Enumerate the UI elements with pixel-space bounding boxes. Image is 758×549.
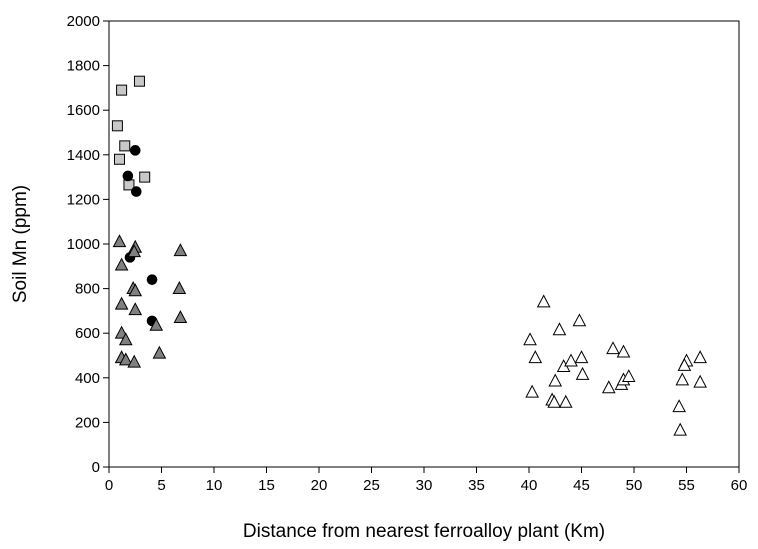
data-point-triangle <box>558 394 573 408</box>
data-point-square <box>139 171 151 183</box>
data-point-triangle <box>564 353 578 367</box>
y-tick-label: 0 <box>92 459 100 476</box>
y-tick-label: 1600 <box>67 102 100 119</box>
data-point-triangle <box>118 332 133 346</box>
x-tick-label: 30 <box>416 477 433 494</box>
data-point-square <box>116 84 128 96</box>
data-point-triangle <box>173 310 188 323</box>
data-point-circle <box>146 274 158 285</box>
x-axis-ticks: 0 5 10 15 20 25 30 35 40 45 50 55 60 <box>105 467 748 494</box>
x-tick-label: 20 <box>311 477 328 494</box>
y-axis-label: Soil Mn (ppm) <box>10 185 31 303</box>
y-tick-label: 600 <box>75 325 100 342</box>
x-tick-label: 5 <box>157 477 165 494</box>
x-tick-label: 50 <box>626 477 643 494</box>
data-point-triangle <box>525 384 539 398</box>
y-axis-ticks: 0 200 400 600 800 1000 1200 1400 1600 1800 2000 <box>67 13 109 476</box>
data-point-triangle <box>127 354 142 368</box>
x-tick-label: 55 <box>678 477 695 494</box>
data-point-triangle <box>173 243 188 257</box>
x-tick-label: 15 <box>258 477 275 494</box>
data-point-triangle <box>675 372 690 386</box>
data-point-triangle <box>575 366 590 380</box>
x-axis-label: Distance from nearest ferroalloy plant (… <box>243 521 605 542</box>
data-point-triangle <box>574 350 589 364</box>
data-point-triangle <box>149 317 164 331</box>
x-tick-label: 10 <box>206 477 223 494</box>
y-tick-label: 1000 <box>67 236 100 253</box>
x-tick-label: 0 <box>105 477 113 494</box>
data-point-triangle <box>572 313 587 327</box>
y-tick-label: 1200 <box>67 191 100 208</box>
data-point-triangle <box>606 341 620 355</box>
data-point-circle <box>122 170 134 182</box>
data-point-triangle <box>528 350 543 364</box>
y-tick-label: 2000 <box>67 13 100 30</box>
data-point-square <box>111 120 123 132</box>
y-tick-label: 1800 <box>67 58 100 75</box>
y-tick-label: 200 <box>75 414 100 431</box>
data-point-triangle <box>601 380 616 394</box>
data-point-triangle <box>118 352 133 366</box>
data-point-triangle <box>152 345 167 359</box>
data-point-triangle <box>172 281 187 294</box>
data-point-triangle <box>547 394 562 408</box>
data-point-triangle <box>672 399 686 413</box>
y-tick-label: 800 <box>75 281 100 298</box>
data-point-triangle <box>114 257 129 271</box>
x-tick-label: 40 <box>521 477 538 494</box>
x-tick-label: 45 <box>573 477 590 494</box>
data-point-triangle <box>552 322 567 336</box>
data-point-triangle <box>127 244 142 258</box>
plot-area <box>108 20 740 468</box>
data-point-triangle <box>548 373 563 387</box>
x-tick-label: 60 <box>731 477 748 494</box>
data-point-triangle <box>693 374 707 388</box>
data-point-circle <box>129 145 141 156</box>
data-point-triangle <box>536 294 551 308</box>
data-point-triangle <box>693 350 707 364</box>
data-point-triangle <box>673 422 688 436</box>
data-point-triangle <box>621 369 636 383</box>
data-point-triangle <box>677 357 692 371</box>
data-points <box>111 75 707 436</box>
x-tick-label: 35 <box>468 477 485 494</box>
data-point-triangle <box>616 344 631 358</box>
data-point-square <box>114 153 125 165</box>
y-tick-label: 400 <box>75 370 100 387</box>
data-point-square <box>133 75 145 87</box>
data-point-triangle <box>523 332 537 346</box>
y-tick-label: 1400 <box>67 147 100 164</box>
data-point-triangle <box>128 283 143 297</box>
data-point-triangle <box>114 296 129 310</box>
data-point-circle <box>131 186 142 197</box>
data-point-square <box>119 140 131 152</box>
data-point-triangle <box>112 234 127 248</box>
data-point-triangle <box>128 302 143 316</box>
x-tick-label: 25 <box>363 477 380 494</box>
